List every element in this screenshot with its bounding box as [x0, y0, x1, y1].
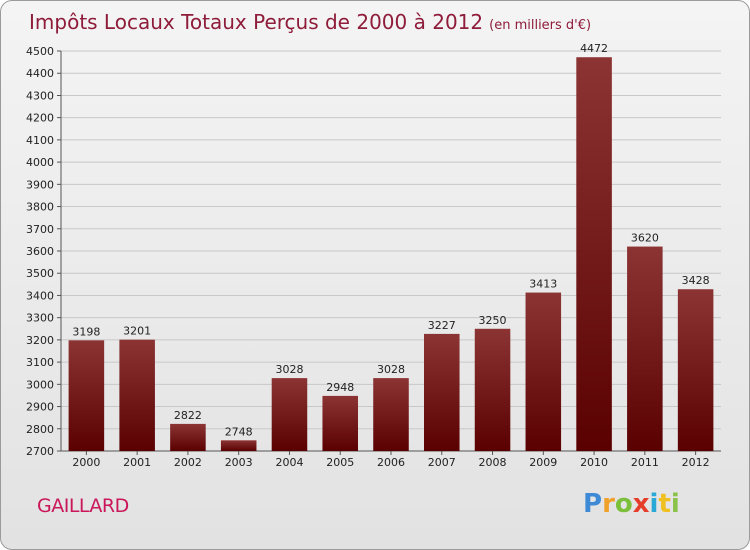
y-tick-label: 3200	[26, 334, 54, 347]
y-tick-label: 3600	[26, 245, 54, 258]
y-tick-label: 3000	[26, 378, 54, 391]
y-tick-label: 3100	[26, 356, 54, 369]
y-tick-label: 3300	[26, 312, 54, 325]
bar-2002	[170, 423, 206, 451]
y-tick-label: 3700	[26, 223, 54, 236]
x-tick-label: 2010	[580, 456, 608, 469]
y-tick-label: 2700	[26, 445, 54, 458]
y-tick-label: 4500	[26, 45, 54, 58]
y-tick-label: 4300	[26, 89, 54, 102]
x-tick-label: 2012	[682, 456, 710, 469]
bar-2004	[271, 378, 308, 451]
bar-value-label: 3620	[631, 232, 659, 245]
axes: 2700 2800 2900 3000 3100 3200 3300 3400 3500 3600…	[26, 45, 721, 469]
bar-2008	[474, 328, 511, 451]
bar-value-label: 2948	[326, 381, 354, 394]
x-tick-label: 2004	[275, 456, 303, 469]
y-tick-label: 4400	[26, 67, 54, 80]
commune-name: GAILLARD	[37, 495, 129, 517]
chart-title-text: Impôts Locaux Totaux Perçus de 2000 à 20…	[29, 10, 484, 34]
x-tick-label: 2000	[72, 456, 100, 469]
y-tick-label: 2800	[26, 423, 54, 436]
y-tick-label: 3800	[26, 201, 54, 214]
proxiti-logo: Proxiti	[583, 489, 680, 519]
bar-2007	[424, 333, 460, 451]
bar-2006	[373, 378, 409, 451]
x-tick-label: 2006	[377, 456, 405, 469]
y-tick-label: 4000	[26, 156, 54, 169]
bar-2010	[576, 57, 612, 451]
x-tick-label: 2007	[428, 456, 456, 469]
x-tick-label: 2003	[225, 456, 253, 469]
bar-value-label: 3201	[123, 325, 151, 338]
bar-value-label: 2822	[174, 409, 202, 422]
bars	[68, 57, 714, 451]
x-tick-label: 2011	[631, 456, 659, 469]
bar-2011	[627, 246, 663, 451]
x-tick-label: 2002	[174, 456, 202, 469]
y-tick-label: 3500	[26, 267, 54, 280]
bar-2005	[322, 395, 358, 451]
x-tick-label: 2001	[123, 456, 151, 469]
bar-2009	[525, 292, 562, 451]
bar-value-label: 3028	[275, 363, 303, 376]
bar-value-label: 3198	[72, 325, 100, 338]
bar-value-label: 4472	[580, 42, 608, 55]
x-tick-label: 2009	[529, 456, 557, 469]
bar-value-label: 3428	[682, 274, 710, 287]
x-tick-label: 2008	[479, 456, 507, 469]
bar-value-label: 2748	[225, 425, 253, 438]
y-tick-label: 3900	[26, 178, 54, 191]
bar-2000	[68, 340, 105, 451]
bar-value-label: 3227	[428, 319, 456, 332]
bar-2003	[220, 440, 257, 451]
y-tick-label: 4200	[26, 112, 54, 125]
y-tick-label: 2900	[26, 401, 54, 414]
bar-value-label: 3250	[479, 314, 507, 327]
bar-2001	[119, 339, 155, 451]
chart-unit-note: (en milliers d'€)	[489, 18, 592, 33]
x-tick-label: 2005	[326, 456, 354, 469]
y-tick-label: 4100	[26, 134, 54, 147]
bar-value-label: 3413	[529, 278, 557, 291]
bar-2012	[677, 289, 714, 451]
y-tick-label: 3400	[26, 289, 54, 302]
chart-title: Impôts Locaux Totaux Perçus de 2000 à 20…	[29, 7, 591, 37]
data-labels: 3198 3201 2822 2748 3028 2948 3028 3227 3250 3413…	[72, 42, 709, 438]
bar-value-label: 3028	[377, 363, 405, 376]
